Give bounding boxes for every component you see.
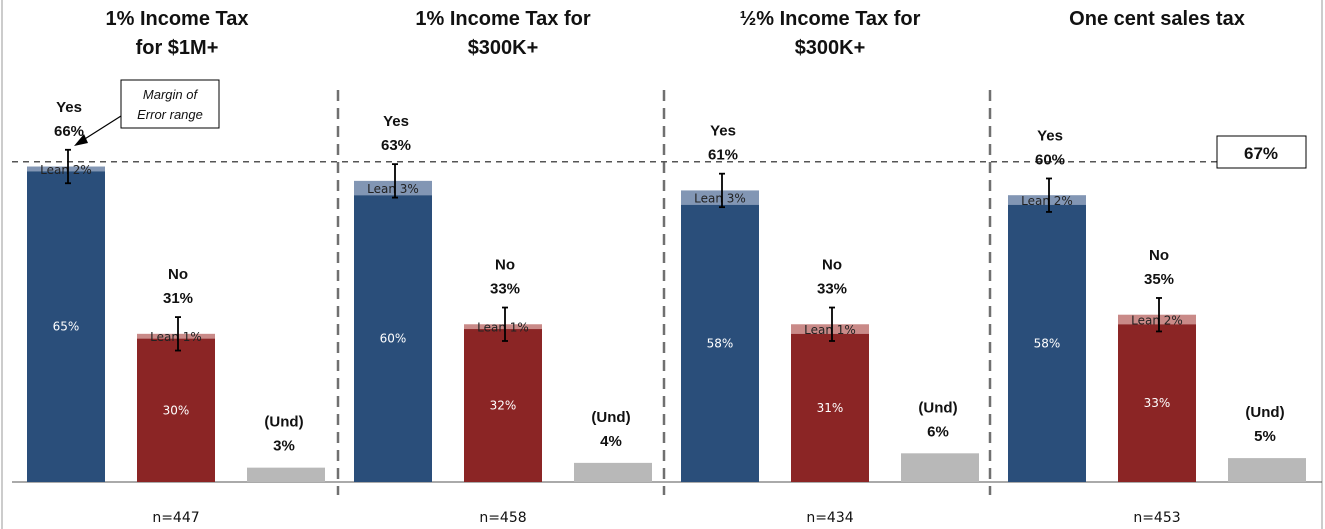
reference-label-box bbox=[1216, 135, 1307, 169]
no-firm-label-2: 32% bbox=[490, 399, 517, 413]
group-title-4-line-1: One cent sales tax bbox=[1069, 8, 1245, 30]
und-label-1-line-2: 3% bbox=[273, 438, 295, 455]
group-title-2-line-2: $300K+ bbox=[468, 37, 539, 59]
no-firm-bar-1 bbox=[137, 338, 215, 482]
no-lean-label-2: Lean 1% bbox=[477, 321, 529, 335]
no-lean-bar-4 bbox=[1118, 314, 1196, 325]
yes-lean-bar-1 bbox=[27, 166, 105, 172]
sample-size-label-1: n=447 bbox=[152, 510, 199, 526]
moe-callout-arrowhead bbox=[74, 134, 88, 146]
no-lean-label-1: Lean 1% bbox=[150, 330, 202, 344]
yes-firm-bar-1 bbox=[27, 171, 105, 483]
no-label-4-line-2: 35% bbox=[1144, 271, 1174, 288]
yes-label-2-line-1: Yes bbox=[383, 113, 409, 130]
no-label-3-line-1: No bbox=[822, 257, 842, 274]
group-title-2-line-1: 1% Income Tax for bbox=[415, 8, 590, 30]
yes-label-4-line-1: Yes bbox=[1037, 127, 1063, 144]
und-label-4-line-2: 5% bbox=[1254, 428, 1276, 445]
yes-firm-label-3: 58% bbox=[707, 336, 734, 350]
und-bar-1 bbox=[247, 467, 325, 482]
moe-callout-line-1: Margin of bbox=[143, 87, 199, 102]
und-label-4-line-1: (Und) bbox=[1245, 404, 1284, 421]
yes-firm-bar-4 bbox=[1008, 204, 1086, 482]
yes-firm-bar-3 bbox=[681, 204, 759, 482]
und-bar-4 bbox=[1228, 458, 1306, 482]
yes-firm-label-4: 58% bbox=[1034, 336, 1061, 350]
yes-lean-bar-3 bbox=[681, 190, 759, 205]
yes-firm-bar-2 bbox=[354, 195, 432, 482]
sample-size-label-3: n=434 bbox=[806, 510, 853, 526]
und-label-3-line-2: 6% bbox=[927, 423, 949, 440]
yes-label-1-line-1: Yes bbox=[56, 99, 82, 116]
sample-size-label-4: n=453 bbox=[1133, 510, 1180, 526]
und-label-2-line-2: 4% bbox=[600, 433, 622, 450]
yes-lean-label-2: Lean 3% bbox=[367, 182, 419, 196]
moe-callout-box bbox=[120, 79, 220, 129]
yes-firm-label-2: 60% bbox=[380, 332, 407, 346]
und-label-2-line-1: (Und) bbox=[591, 409, 630, 426]
no-firm-label-4: 33% bbox=[1144, 396, 1171, 410]
no-firm-bar-2 bbox=[464, 329, 542, 482]
no-firm-bar-3 bbox=[791, 333, 869, 482]
yes-lean-bar-4 bbox=[1008, 195, 1086, 205]
yes-lean-label-4: Lean 2% bbox=[1021, 194, 1073, 208]
group-title-1-line-2: for $1M+ bbox=[136, 37, 219, 59]
yes-label-3-line-1: Yes bbox=[710, 123, 736, 140]
no-label-1-line-2: 31% bbox=[163, 290, 193, 307]
und-label-1-line-1: (Und) bbox=[264, 414, 303, 431]
no-label-2-line-1: No bbox=[495, 257, 515, 274]
no-lean-bar-1 bbox=[137, 333, 215, 339]
moe-callout-line-2: Error range bbox=[137, 107, 203, 122]
yes-label-2-line-2: 63% bbox=[381, 137, 411, 154]
und-label-3-line-1: (Und) bbox=[918, 399, 957, 416]
yes-label-3-line-2: 61% bbox=[708, 147, 738, 164]
und-bar-2 bbox=[574, 462, 652, 482]
no-label-4-line-1: No bbox=[1149, 247, 1169, 264]
reference-label: 67% bbox=[1244, 144, 1278, 163]
yes-lean-label-1: Lean 2% bbox=[40, 163, 92, 177]
no-firm-label-3: 31% bbox=[817, 401, 844, 415]
group-title-1-line-1: 1% Income Tax bbox=[105, 8, 248, 30]
yes-firm-label-1: 65% bbox=[53, 320, 80, 334]
yes-label-4-line-2: 60% bbox=[1035, 151, 1065, 168]
yes-lean-label-3: Lean 3% bbox=[694, 192, 746, 206]
group-title-3-line-1: ½% Income Tax for bbox=[740, 8, 921, 30]
yes-lean-bar-2 bbox=[354, 180, 432, 196]
sample-size-label-2: n=458 bbox=[479, 510, 526, 526]
group-title-3-line-2: $300K+ bbox=[795, 37, 866, 59]
no-lean-bar-3 bbox=[791, 324, 869, 334]
no-label-1-line-1: No bbox=[168, 266, 188, 283]
und-bar-3 bbox=[901, 453, 979, 482]
no-lean-label-4: Lean 2% bbox=[1131, 313, 1183, 327]
no-label-2-line-2: 33% bbox=[490, 281, 520, 298]
no-lean-label-3: Lean 1% bbox=[804, 323, 856, 337]
no-firm-bar-4 bbox=[1118, 324, 1196, 482]
moe-callout-arrow bbox=[79, 115, 122, 143]
yes-label-1-line-2: 66% bbox=[54, 123, 84, 140]
no-firm-label-1: 30% bbox=[163, 403, 190, 417]
no-label-3-line-2: 33% bbox=[817, 281, 847, 298]
no-lean-bar-2 bbox=[464, 324, 542, 330]
